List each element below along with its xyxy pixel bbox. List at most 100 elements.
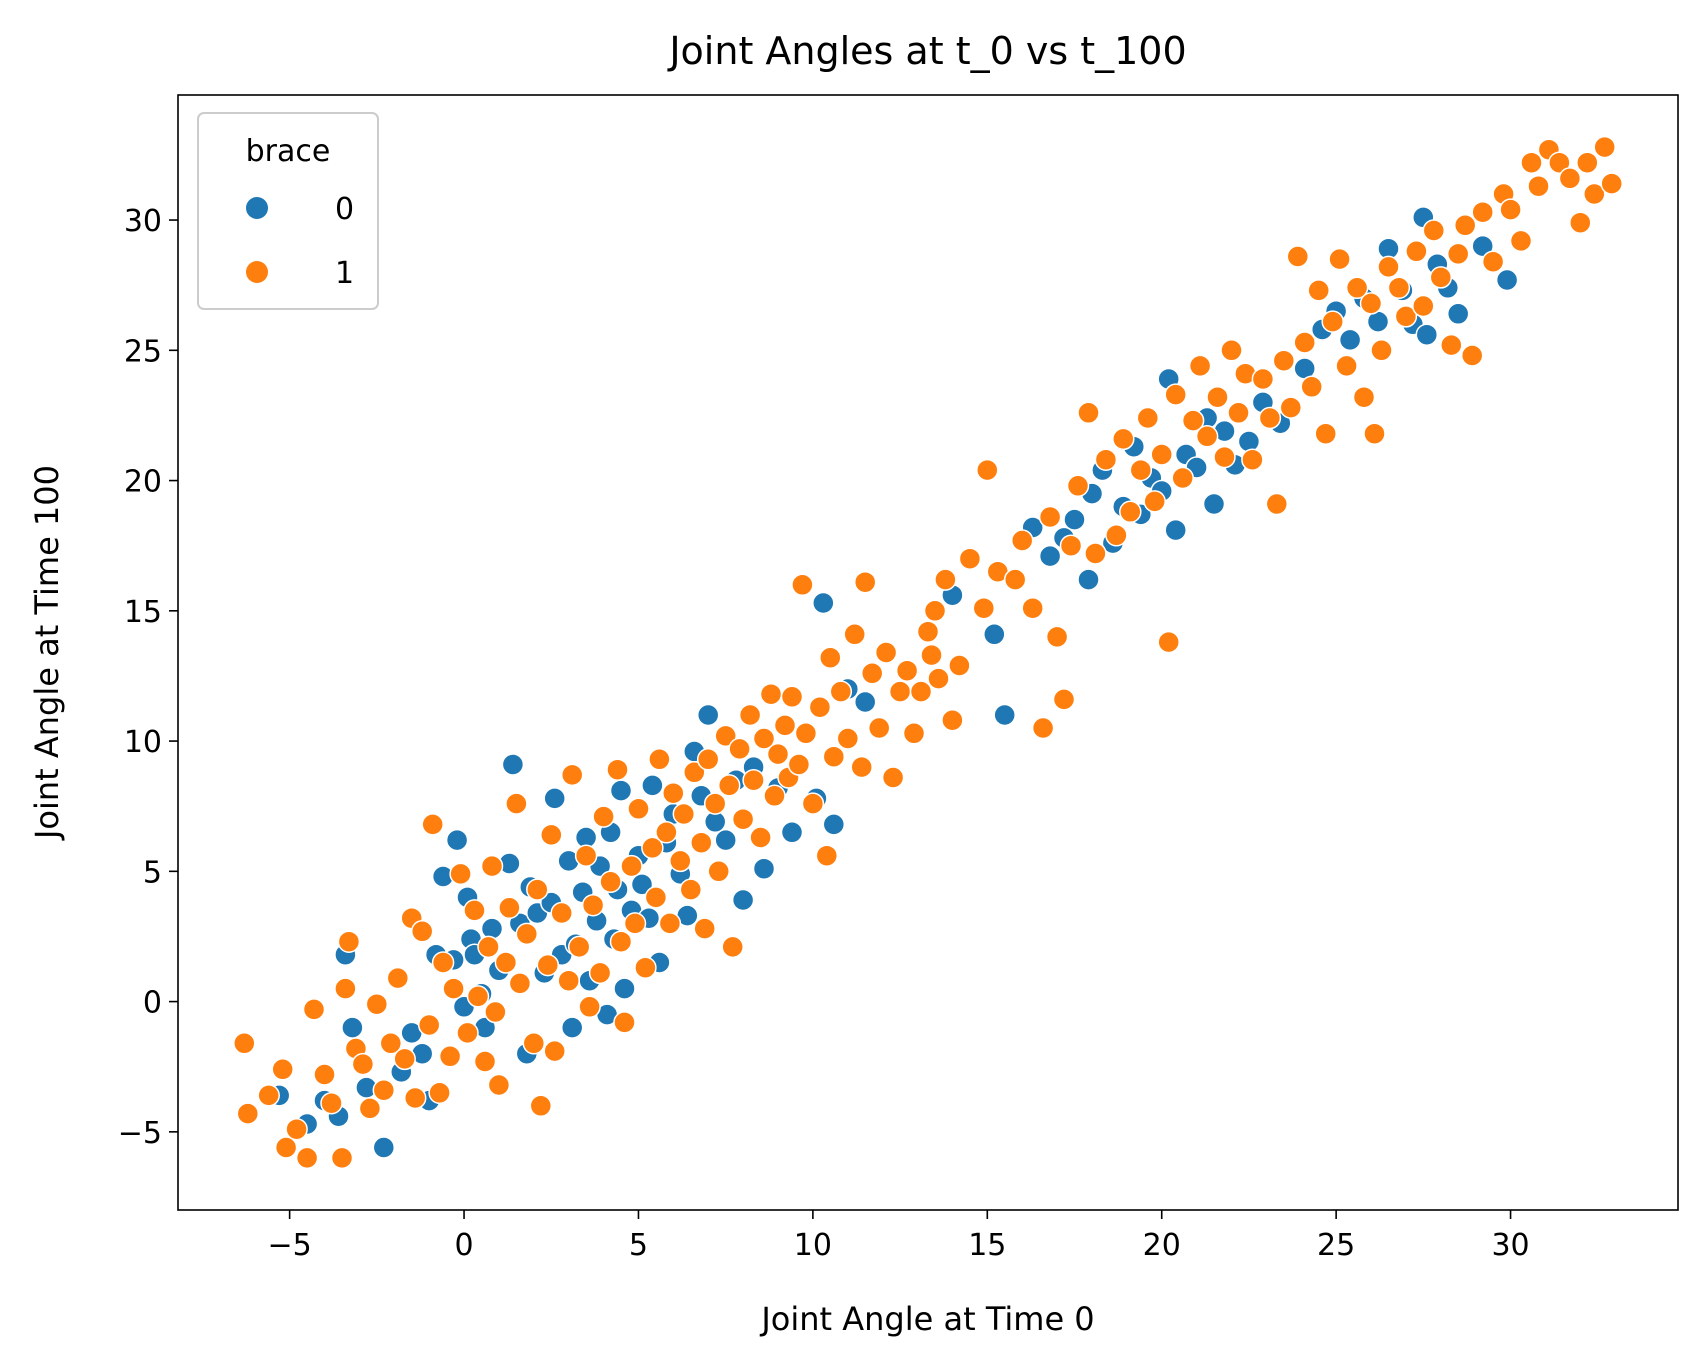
data-point-brace-1 xyxy=(1394,305,1418,328)
data-point-brace-1 xyxy=(934,568,957,591)
data-point-brace-1 xyxy=(522,1032,546,1055)
data-point-brace-1 xyxy=(1084,542,1107,565)
data-point-brace-1 xyxy=(819,646,842,669)
data-point-brace-1 xyxy=(669,849,692,873)
data-point-brace-1 xyxy=(372,1078,396,1102)
points-layer xyxy=(233,135,1623,1170)
y-tick-label: 20 xyxy=(124,465,162,500)
data-point-brace-0 xyxy=(1038,544,1062,568)
data-point-brace-1 xyxy=(641,836,664,860)
data-point-brace-1 xyxy=(588,961,612,985)
data-point-brace-1 xyxy=(759,682,783,706)
data-point-brace-1 xyxy=(599,870,622,894)
data-point-brace-1 xyxy=(683,761,706,784)
data-point-brace-1 xyxy=(1359,292,1383,315)
data-point-brace-0 xyxy=(714,828,737,852)
data-point-brace-0 xyxy=(341,1016,364,1039)
data-point-brace-1 xyxy=(895,659,919,682)
data-point-brace-1 xyxy=(1335,354,1358,378)
data-point-brace-1 xyxy=(1094,448,1118,471)
data-point-brace-1 xyxy=(703,792,727,815)
data-point-brace-1 xyxy=(1105,524,1128,547)
data-point-brace-1 xyxy=(1363,422,1386,445)
data-point-brace-1 xyxy=(1460,344,1484,367)
data-point-brace-0 xyxy=(752,857,776,880)
data-point-brace-1 xyxy=(1059,534,1083,557)
data-point-brace-1 xyxy=(1272,349,1296,372)
data-point-brace-1 xyxy=(592,805,615,828)
data-point-brace-1 xyxy=(271,1058,294,1081)
data-point-brace-1 xyxy=(1377,255,1400,279)
data-point-brace-1 xyxy=(920,643,943,667)
data-point-brace-1 xyxy=(1569,211,1592,234)
data-point-brace-1 xyxy=(337,930,361,953)
data-point-brace-1 xyxy=(1052,688,1076,711)
data-point-brace-1 xyxy=(829,680,853,703)
data-point-brace-1 xyxy=(550,901,573,925)
data-point-brace-1 xyxy=(1171,466,1194,490)
data-point-brace-1 xyxy=(972,596,996,620)
data-point-brace-1 xyxy=(540,823,563,847)
data-point-brace-1 xyxy=(515,922,539,946)
data-point-brace-1 xyxy=(536,953,560,977)
data-point-brace-1 xyxy=(881,766,905,789)
data-point-brace-1 xyxy=(358,1097,382,1120)
data-point-brace-1 xyxy=(1345,276,1369,300)
legend-marker-1 xyxy=(246,261,268,283)
data-point-brace-0 xyxy=(630,873,654,896)
data-point-brace-1 xyxy=(648,748,671,771)
data-point-brace-1 xyxy=(1136,406,1160,430)
legend-title: brace xyxy=(246,134,331,169)
plot-frame xyxy=(177,94,1679,1211)
data-point-brace-1 xyxy=(421,813,444,836)
data-point-brace-1 xyxy=(466,985,490,1008)
x-tick-label: 25 xyxy=(1317,1228,1355,1263)
data-point-brace-1 xyxy=(438,1045,462,1068)
data-point-brace-1 xyxy=(780,685,804,709)
data-point-brace-1 xyxy=(1003,568,1027,591)
data-point-brace-1 xyxy=(581,893,605,917)
data-point-brace-1 xyxy=(1286,245,1310,268)
data-point-brace-1 xyxy=(766,742,790,766)
data-point-brace-1 xyxy=(714,724,737,748)
data-point-brace-1 xyxy=(634,956,657,979)
data-point-brace-1 xyxy=(927,667,950,690)
data-point-brace-1 xyxy=(233,1032,256,1055)
data-point-brace-1 xyxy=(477,935,500,959)
data-point-brace-1 xyxy=(1593,135,1616,159)
data-point-brace-1 xyxy=(1412,294,1435,318)
data-point-brace-1 xyxy=(867,716,891,740)
data-point-brace-1 xyxy=(787,753,811,776)
x-tick-label: 20 xyxy=(1143,1228,1181,1263)
data-point-brace-1 xyxy=(473,1050,497,1073)
data-point-brace-1 xyxy=(1251,367,1275,391)
data-point-brace-1 xyxy=(1206,385,1229,409)
data-point-brace-1 xyxy=(707,860,730,883)
data-point-brace-1 xyxy=(574,844,598,867)
data-point-brace-1 xyxy=(1031,716,1055,740)
x-tick-label: −5 xyxy=(268,1228,312,1263)
data-point-brace-1 xyxy=(1077,401,1100,425)
data-point-brace-1 xyxy=(742,768,765,792)
chart-title: Joint Angles at t_0 vs t_100 xyxy=(667,29,1186,73)
data-point-brace-1 xyxy=(1429,266,1453,289)
data-point-brace-1 xyxy=(1227,401,1250,425)
x-tick-label: 30 xyxy=(1491,1228,1529,1263)
data-point-brace-1 xyxy=(1321,310,1344,333)
data-point-brace-1 xyxy=(791,573,814,597)
data-point-brace-1 xyxy=(543,1039,566,1063)
data-point-brace-1 xyxy=(386,966,410,990)
data-point-brace-1 xyxy=(1119,500,1142,524)
data-point-brace-0 xyxy=(1446,302,1470,326)
data-point-brace-1 xyxy=(529,1094,553,1118)
data-point-brace-1 xyxy=(1300,375,1323,399)
data-point-brace-1 xyxy=(794,722,818,745)
y-tick-label: 10 xyxy=(124,725,162,760)
y-tick-label: 5 xyxy=(143,855,162,890)
data-point-brace-1 xyxy=(690,831,713,854)
data-point-brace-1 xyxy=(302,998,326,1021)
data-point-brace-1 xyxy=(1129,458,1153,482)
data-point-brace-1 xyxy=(1446,242,1470,266)
data-point-brace-1 xyxy=(1422,219,1446,242)
data-point-brace-1 xyxy=(822,745,846,768)
